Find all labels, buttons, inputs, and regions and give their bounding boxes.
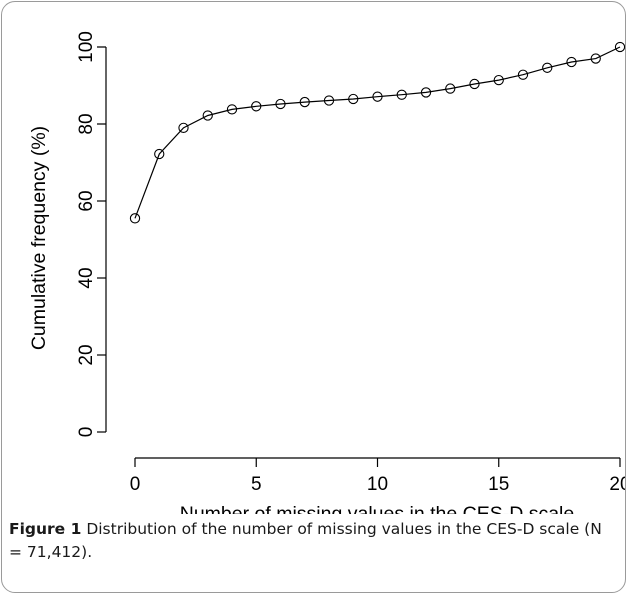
- figure-caption: Figure 1 Distribution of the number of m…: [9, 518, 619, 564]
- data-point: [420, 87, 432, 98]
- data-point: [299, 96, 310, 108]
- y-tick-label: 40: [76, 267, 97, 288]
- data-point: [348, 93, 359, 105]
- data-point: [614, 41, 625, 53]
- data-point: [275, 98, 286, 110]
- x-tick-label: 10: [367, 474, 388, 495]
- x-axis-title: Number of missing values in the CES-D sc…: [180, 503, 575, 514]
- data-point: [251, 101, 262, 112]
- data-point: [154, 148, 165, 160]
- x-tick-label: 20: [609, 474, 626, 495]
- data-point: [566, 56, 577, 68]
- series-line: [134, 46, 621, 219]
- x-tick-label: 5: [251, 474, 262, 495]
- figure-label: Figure 1: [9, 520, 82, 538]
- data-point: [226, 104, 238, 115]
- y-tick-label: 100: [76, 31, 97, 63]
- data-point: [396, 89, 407, 100]
- y-tick-label: 80: [76, 113, 97, 134]
- y-axis-title: Cumulative frequency (%): [28, 126, 50, 350]
- x-tick-label: 0: [130, 474, 141, 495]
- series-layer: [129, 41, 625, 224]
- x-tick-label: 15: [488, 474, 509, 495]
- data-point: [323, 95, 335, 106]
- data-point: [372, 91, 383, 102]
- data-point: [493, 74, 504, 86]
- data-point: [517, 69, 529, 80]
- data-point: [178, 122, 189, 133]
- axes: 0 5 10 15 20 0 20 40 60 80 100: [76, 31, 626, 495]
- data-point: [202, 110, 213, 121]
- data-point: [590, 53, 601, 64]
- y-tick-label: 0: [76, 427, 97, 438]
- data-point: [542, 62, 553, 73]
- line-chart: 0 5 10 15 20 0 20 40 60 80 100 Number of missing v…: [28, 31, 626, 514]
- data-point: [129, 213, 141, 224]
- data-point: [469, 78, 480, 90]
- figure-caption-text: Distribution of the number of missing va…: [9, 520, 602, 561]
- y-tick-label: 20: [76, 344, 97, 365]
- y-tick-label: 60: [76, 190, 97, 211]
- data-point: [445, 83, 456, 94]
